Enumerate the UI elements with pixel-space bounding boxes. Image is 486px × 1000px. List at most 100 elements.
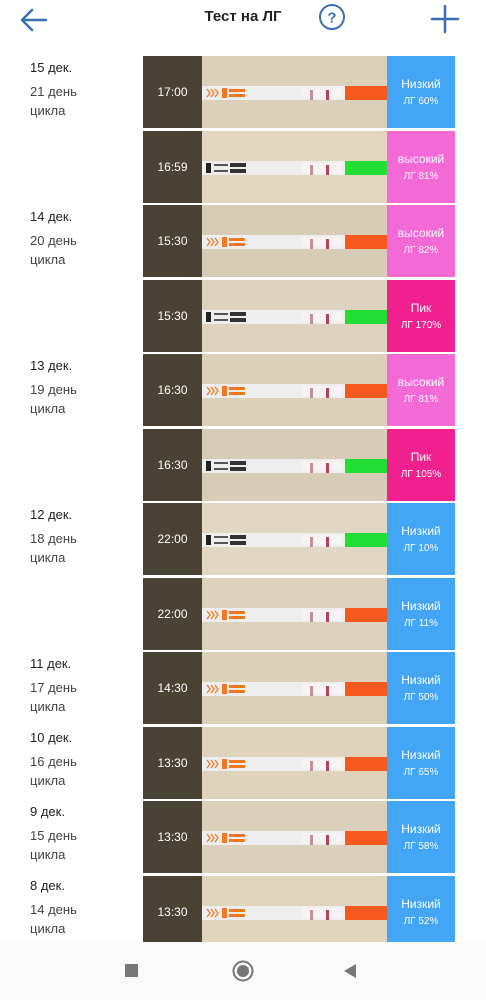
test-row[interactable]: 16:30 высокий ЛГ 81% — [143, 354, 455, 426]
circle-icon[interactable] — [232, 960, 254, 982]
test-row[interactable]: 13:30 Низкий ЛГ 52% — [143, 875, 455, 942]
test-row[interactable]: 17:00 Низкий ЛГ 60% — [143, 56, 455, 128]
test-strip-image — [202, 533, 387, 547]
test-time: 22:00 — [143, 577, 202, 650]
test-time: 16:59 — [143, 130, 202, 203]
strip-result-window — [302, 88, 342, 100]
strip-result-window — [302, 609, 342, 622]
test-photo[interactable] — [202, 875, 387, 942]
test-line — [310, 164, 313, 175]
test-list[interactable]: 15 дек. 21 день цикла 14 дек. 20 день ци… — [12, 56, 466, 942]
result-badge: Низкий ЛГ 50% — [387, 652, 455, 724]
test-row[interactable]: 15:30 высокий ЛГ 82% — [143, 205, 455, 277]
test-strip-image — [202, 458, 387, 473]
result-label: Пик — [410, 449, 432, 464]
strip-end — [345, 682, 387, 696]
strip-handle — [206, 86, 248, 100]
strip-result-window — [302, 460, 342, 473]
result-label: Низкий — [401, 747, 441, 762]
test-photo[interactable] — [202, 726, 387, 799]
strip-end — [345, 756, 387, 771]
test-photo[interactable] — [202, 354, 387, 426]
result-value: ЛГ 60% — [403, 96, 439, 107]
test-row[interactable]: 13:30 Низкий ЛГ 58% — [143, 801, 455, 873]
result-value: ЛГ 105% — [400, 468, 442, 480]
result-label: высокий — [397, 151, 445, 166]
test-photo[interactable] — [202, 130, 387, 203]
strip-end — [345, 86, 387, 100]
result-label: высокий — [397, 375, 445, 389]
test-photo[interactable] — [202, 428, 387, 501]
strip-handle — [206, 459, 248, 473]
test-row[interactable]: 13:30 Низкий ЛГ 65% — [143, 726, 455, 799]
test-row[interactable]: 22:00 Низкий ЛГ 11% — [143, 577, 455, 650]
triangle-back-icon[interactable] — [341, 962, 359, 980]
strip-result-window — [302, 758, 342, 771]
test-photo[interactable] — [202, 577, 387, 650]
test-row[interactable]: 16:59 высокий ЛГ 81% — [143, 130, 455, 203]
result-label: Низкий — [401, 822, 441, 836]
test-row[interactable]: 22:00 Низкий ЛГ 10% — [143, 503, 455, 575]
strip-result-window — [302, 833, 342, 845]
result-label: Низкий — [401, 524, 441, 538]
day-block: 14 дек. 20 день цикла — [30, 207, 77, 269]
plus-icon[interactable] — [430, 4, 460, 34]
day-date: 11 дек. — [30, 656, 72, 671]
result-badge: Низкий ЛГ 11% — [387, 577, 455, 650]
cycle-day: 19 день цикла — [30, 382, 77, 416]
test-photo[interactable] — [202, 279, 387, 352]
strip-handle — [206, 608, 248, 622]
question-circle-icon[interactable]: ? — [318, 3, 346, 31]
control-line — [326, 462, 329, 473]
test-photo[interactable] — [202, 503, 387, 575]
strip-end — [345, 160, 387, 175]
test-line — [310, 537, 313, 547]
result-badge: Пик ЛГ 105% — [387, 428, 455, 501]
test-line — [310, 835, 313, 845]
test-line — [310, 313, 313, 324]
test-photo[interactable] — [202, 56, 387, 128]
result-label: Низкий — [401, 673, 441, 687]
test-row[interactable]: 16:30 Пик ЛГ 105% — [143, 428, 455, 501]
test-photo[interactable] — [202, 801, 387, 873]
test-strip-image — [202, 309, 387, 324]
result-label: Пик — [410, 300, 432, 315]
result-badge: высокий ЛГ 81% — [387, 354, 455, 426]
strip-result-window — [302, 907, 342, 920]
result-value: ЛГ 65% — [403, 766, 439, 778]
result-value: ЛГ 82% — [403, 245, 439, 256]
test-strip-image — [202, 607, 387, 622]
strip-handle — [206, 757, 248, 771]
result-label: Низкий — [401, 896, 441, 911]
result-value: ЛГ 10% — [403, 543, 439, 554]
strip-end — [345, 607, 387, 622]
strip-result-window — [302, 684, 342, 696]
test-strip-image — [202, 756, 387, 771]
test-line — [310, 611, 313, 622]
control-line — [326, 686, 329, 696]
test-line — [310, 760, 313, 771]
control-line — [326, 239, 329, 249]
test-row[interactable]: 14:30 Низкий ЛГ 50% — [143, 652, 455, 724]
system-nav-bar — [0, 942, 486, 1000]
test-photo[interactable] — [202, 205, 387, 277]
test-line — [310, 90, 313, 100]
strip-end — [345, 384, 387, 398]
test-time: 22:00 — [143, 503, 202, 575]
result-label: Низкий — [401, 77, 441, 91]
test-row[interactable]: 15:30 Пик ЛГ 170% — [143, 279, 455, 352]
strip-result-window — [302, 535, 342, 547]
test-photo[interactable] — [202, 652, 387, 724]
strip-end — [345, 905, 387, 920]
arrow-left-icon[interactable] — [18, 4, 50, 36]
test-line — [310, 909, 313, 920]
strip-handle — [206, 310, 248, 324]
result-badge: Низкий ЛГ 52% — [387, 875, 455, 942]
day-date: 13 дек. — [30, 358, 73, 373]
test-strip-image — [202, 831, 387, 845]
result-badge: Низкий ЛГ 60% — [387, 56, 455, 128]
square-icon[interactable] — [125, 964, 138, 977]
test-strip-image — [202, 160, 387, 175]
page-title: Тест на ЛГ — [204, 8, 282, 25]
result-badge: высокий ЛГ 82% — [387, 205, 455, 277]
